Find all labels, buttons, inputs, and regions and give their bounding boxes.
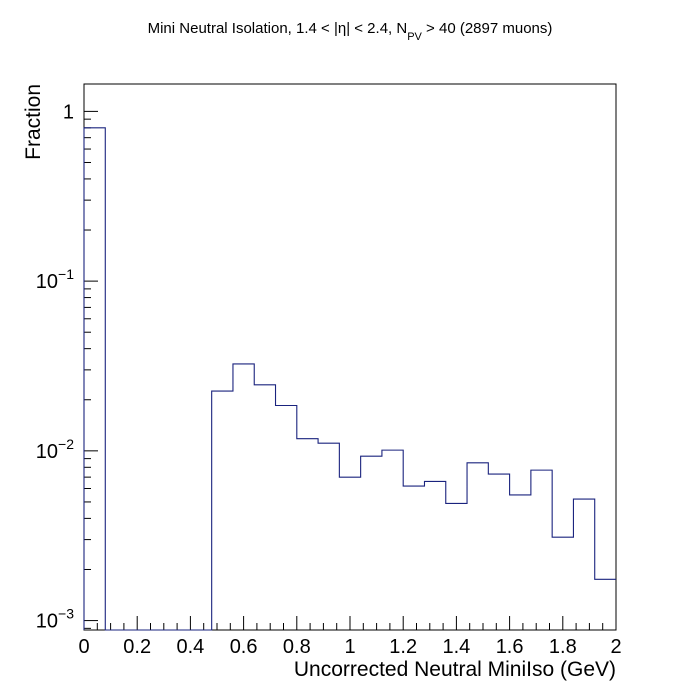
histogram-bin [276, 406, 297, 630]
x-tick-label: 1.6 [496, 636, 524, 658]
histogram-bin [297, 439, 318, 630]
histogram-bin [573, 499, 594, 630]
histogram-bins [84, 128, 616, 630]
histogram-bin [233, 364, 254, 630]
histogram-bin [361, 456, 382, 630]
x-tick-label: 0.8 [283, 636, 311, 658]
x-tick-label: 1.4 [442, 636, 470, 658]
x-tick-label: 0 [78, 636, 89, 658]
title-subscript: PV [407, 31, 422, 43]
y-tick-label: 10−1 [36, 266, 74, 293]
histogram-bin [403, 486, 424, 630]
x-tick-label: 0.2 [123, 636, 151, 658]
x-tick-label: 0.6 [230, 636, 258, 658]
chart-title: Mini Neutral Isolation, 1.4 < |η| < 2.4,… [148, 20, 553, 43]
histogram-bin [488, 474, 509, 630]
histogram-bin [382, 450, 403, 630]
x-tick-label: 1.8 [549, 636, 577, 658]
y-tick-label: 10−3 [36, 606, 74, 633]
x-tick-label: 0.4 [176, 636, 204, 658]
x-axis-ticks: 0 0.2 0.4 0.6 0.8 1 1.2 1.4 1.6 1.8 2 [78, 616, 621, 658]
x-axis-label: Uncorrected Neutral MiniIso (GeV) [294, 658, 616, 681]
histogram-bin [531, 470, 552, 630]
histogram-bin [467, 463, 488, 630]
histogram-bin [318, 443, 339, 630]
histogram-bin [84, 128, 105, 630]
histogram-bin [595, 579, 616, 630]
histogram-bin [510, 495, 531, 630]
x-tick-label: 1 [344, 636, 355, 658]
histogram-outline [84, 128, 616, 630]
y-axis-label: Fraction [22, 84, 45, 160]
histogram-bin [254, 385, 275, 630]
x-tick-label: 1.2 [389, 636, 417, 658]
title-main: Mini Neutral Isolation, 1.4 < |η| < 2.4,… [148, 20, 408, 37]
histogram-bin [424, 481, 445, 630]
histogram-bin [339, 477, 360, 630]
histogram-bin [446, 503, 467, 630]
plot-frame [84, 84, 616, 630]
histogram-bin [212, 391, 233, 630]
y-tick-label: 1 [63, 101, 74, 123]
y-axis-ticks: 1 10−1 10−2 10−3 [36, 101, 98, 632]
x-tick-label: 2 [610, 636, 621, 658]
title-rest: > 40 (2897 muons) [422, 20, 553, 37]
y-tick-label: 10−2 [36, 436, 74, 463]
